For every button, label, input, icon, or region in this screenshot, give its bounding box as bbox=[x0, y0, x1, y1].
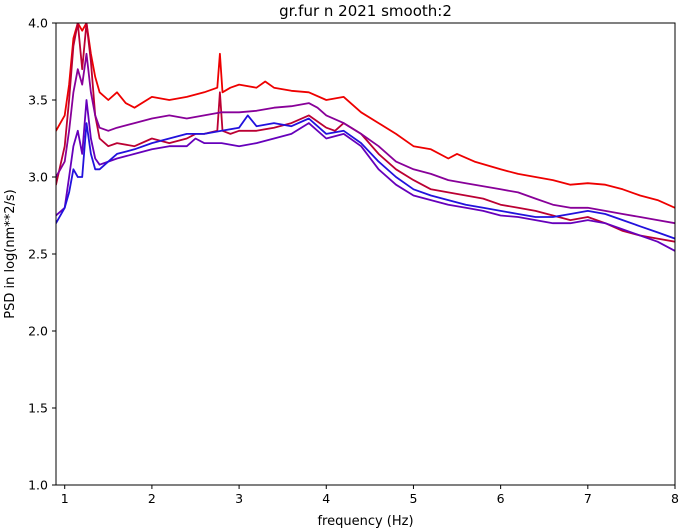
x-tick-label: 7 bbox=[584, 491, 592, 506]
y-tick-label: 2.0 bbox=[28, 324, 48, 339]
y-tick-label: 4.0 bbox=[28, 16, 48, 31]
series-line-4 bbox=[56, 99, 675, 252]
x-axis-label: frequency (Hz) bbox=[317, 514, 413, 529]
ticks-group: 1 2 3 4 5 6 7 8 1.0 1.5 2.0 2.5 3.0 3.5 4.0 bbox=[28, 16, 679, 507]
chart-title: gr.fur n 2021 smooth:2 bbox=[279, 2, 452, 20]
y-tick-label: 1.0 bbox=[28, 478, 48, 493]
series-line-1 bbox=[56, 23, 675, 209]
x-tick-label: 5 bbox=[409, 491, 417, 506]
series-group bbox=[56, 23, 675, 252]
x-tick-label: 3 bbox=[235, 491, 243, 506]
series-line-3 bbox=[56, 52, 675, 225]
plot-frame bbox=[55, 22, 676, 486]
x-tick-label: 4 bbox=[322, 491, 330, 506]
y-tick-label: 3.0 bbox=[28, 170, 48, 185]
y-tick-label: 3.5 bbox=[28, 93, 48, 108]
y-axis-label: PSD in log(nm**2/s) bbox=[3, 189, 18, 319]
x-tick-label: 8 bbox=[671, 491, 679, 506]
x-tick-label: 1 bbox=[61, 491, 69, 506]
y-tick-label: 1.5 bbox=[28, 401, 48, 416]
x-tick-label: 6 bbox=[497, 491, 505, 506]
y-tick-label: 2.5 bbox=[28, 247, 48, 262]
series-line-2 bbox=[56, 23, 675, 243]
series-line-5 bbox=[56, 114, 675, 240]
x-tick-label: 2 bbox=[148, 491, 156, 506]
